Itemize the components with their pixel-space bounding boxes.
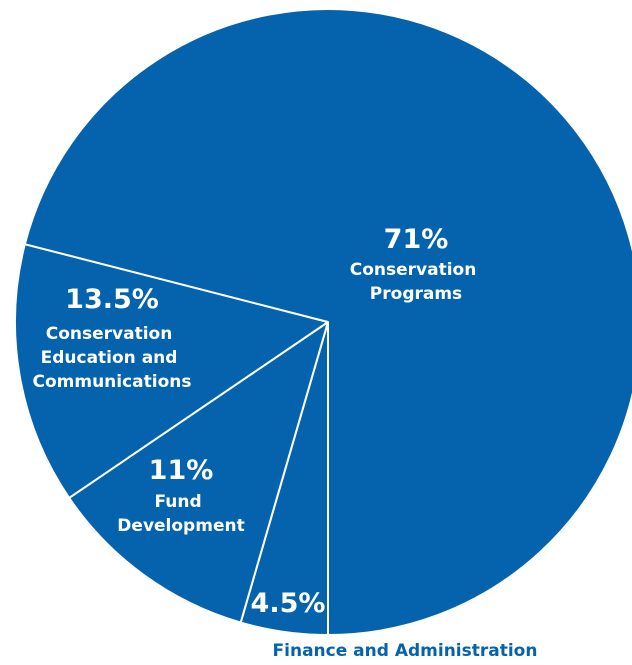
slice-percent-education: 13.5%: [65, 284, 159, 315]
slice-category-line: Development: [117, 516, 244, 536]
slice-percent-fund: 11%: [149, 455, 214, 486]
slice-category-line: Conservation: [350, 260, 477, 280]
pie-slice-programs: [23, 8, 632, 636]
slice-label-programs: 71% Conservation Programs: [350, 224, 483, 304]
slice-label-education: 13.5% Conservation Education and Communi…: [32, 284, 191, 392]
pie-slices: [14, 8, 632, 636]
slice-category-line: Fund: [154, 492, 201, 512]
slice-category-education: Conservation Education and Communication…: [32, 324, 191, 392]
slice-category-line: Education and: [41, 348, 178, 368]
slice-label-finance: 4.5% Finance and Administration: [251, 588, 538, 661]
slice-category-finance: Finance and Administration: [273, 641, 538, 661]
pie-slice-education: [14, 243, 329, 499]
slice-category-programs: Conservation Programs: [350, 260, 483, 304]
slice-percent-programs: 71%: [384, 224, 449, 255]
pie-slice-fund: [68, 321, 329, 624]
slice-label-fund: 11% Fund Development: [117, 455, 244, 536]
slice-category-line: Programs: [370, 284, 462, 304]
slice-category-fund: Fund Development: [117, 492, 244, 536]
slice-category-line: Communications: [32, 372, 191, 392]
slice-category-line: Conservation: [46, 324, 173, 344]
slice-percent-finance: 4.5%: [251, 588, 326, 619]
